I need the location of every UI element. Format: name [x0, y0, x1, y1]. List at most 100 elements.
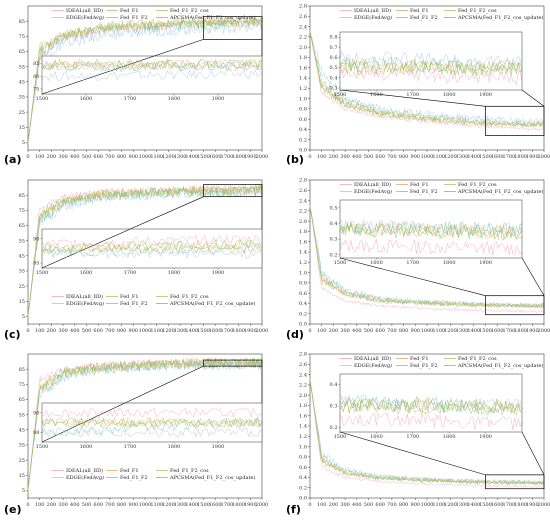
inset-y-tick-label: 0.5 [330, 205, 338, 211]
x-tick-label: 200 [47, 502, 57, 508]
y-tick-label: 2.0 [299, 393, 307, 399]
x-tick-label: 2000 [256, 502, 268, 508]
y-tick-label: 1.2 [299, 434, 307, 440]
series-line [309, 379, 545, 485]
legend-label: APCSMA(Fed_F1_F2_cos_update) [457, 362, 544, 369]
series-line [27, 357, 263, 490]
inset-series-line [41, 58, 263, 71]
legend-label: Fed_F1_F2 [410, 189, 438, 195]
x-tick-label: 1900 [244, 328, 257, 334]
y-tick-label: 0.6 [299, 291, 307, 297]
y-tick-label: 0.4 [299, 475, 307, 481]
series-line [309, 30, 545, 128]
x-tick-label: 900 [129, 154, 139, 160]
legend-label: Fed_F1 [120, 8, 139, 14]
x-tick-label: 1700 [221, 502, 234, 508]
x-tick-label: 400 [70, 328, 80, 334]
x-tick-label: 600 [93, 154, 103, 160]
legend-label: Fed_F1 [120, 468, 139, 474]
x-tick-label: 1800 [514, 154, 527, 160]
y-tick-label: 1.4 [299, 250, 307, 256]
x-tick-label: 700 [387, 154, 397, 160]
y-tick-label: 1.6 [299, 65, 307, 71]
x-tick-label: 1300 [456, 154, 469, 160]
x-tick-label: 1400 [467, 154, 480, 160]
legend-label: IDEAL(all_IID) [66, 467, 103, 474]
x-tick-label: 800 [117, 502, 127, 508]
x-tick-label: 2000 [538, 502, 550, 508]
y-tick-label: 0.8 [299, 281, 307, 287]
y-tick-label: 2.6 [299, 188, 307, 194]
x-tick-label: 100 [35, 328, 45, 334]
y-tick-label: 25 [19, 458, 25, 464]
series-line [309, 205, 545, 309]
y-tick-label: 2.4 [299, 372, 307, 378]
x-tick-label: 1500 [197, 154, 210, 160]
inset-x-tick-label: 1900 [479, 434, 492, 440]
series-line [27, 21, 263, 144]
x-tick-label: 2000 [538, 154, 550, 160]
inset-x-tick-label: 1500 [334, 260, 347, 266]
x-tick-label: 400 [352, 328, 362, 334]
legend-label: Fed_F1_F2_cos [458, 182, 497, 188]
x-tick-label: 1200 [162, 328, 175, 334]
inset-series-line [41, 247, 263, 259]
y-tick-label: 1.8 [299, 229, 307, 235]
y-tick-label: 55 [19, 238, 25, 244]
legend-label: EDGE(FedAvg) [66, 14, 104, 21]
inset-x-tick-label: 1900 [212, 270, 225, 276]
y-tick-label: 45 [19, 253, 25, 259]
y-tick-label: 85 [19, 367, 25, 373]
y-tick-label: 5 [22, 488, 25, 494]
y-tick-label: 1.8 [299, 55, 307, 61]
legend-label: APCSMA(Fed_F1_F2_cos_update) [169, 14, 256, 21]
zoom-connector [521, 89, 545, 107]
y-tick-label: 0.0 [299, 322, 307, 328]
x-tick-label: 1100 [150, 502, 163, 508]
x-tick-label: 1400 [467, 328, 480, 334]
y-tick-label: 2.4 [299, 198, 307, 204]
x-tick-label: 100 [317, 154, 327, 160]
x-tick-label: 900 [129, 502, 139, 508]
inset-series-line [41, 417, 263, 438]
inset-series-line [41, 239, 263, 254]
x-tick-label: 0 [26, 328, 29, 334]
x-tick-label: 500 [82, 502, 92, 508]
inset-x-tick-label: 1500 [36, 444, 49, 450]
x-tick-label: 1600 [209, 328, 222, 334]
x-tick-label: 1400 [185, 328, 198, 334]
zoom-region-box [485, 474, 545, 490]
inset-y-tick-label: 88 [33, 430, 39, 436]
y-tick-label: 25 [19, 110, 25, 116]
inset-x-tick-label: 1600 [370, 92, 383, 98]
x-tick-label: 500 [82, 154, 92, 160]
y-tick-label: 1.0 [299, 96, 307, 102]
series-line [309, 379, 544, 488]
x-tick-label: 100 [35, 154, 45, 160]
x-tick-label: 1100 [432, 154, 445, 160]
legend-label: EDGE(FedAvg) [354, 188, 392, 195]
y-tick-label: 25 [19, 284, 25, 290]
legend-label: Fed_F1_F2 [120, 475, 148, 481]
inset-y-tick-label: 0.4 [330, 75, 338, 81]
x-tick-label: 1300 [456, 502, 469, 508]
y-tick-label: 2.0 [299, 219, 307, 225]
y-tick-label: 1.0 [299, 270, 307, 276]
x-tick-label: 1700 [503, 502, 516, 508]
inset-x-tick-label: 1900 [479, 92, 492, 98]
legend-label: APCSMA(Fed_F1_F2_cos_update) [457, 14, 544, 21]
legend-label: Fed_F1 [410, 356, 429, 362]
x-tick-label: 1500 [197, 328, 210, 334]
chart-e: 0 100 200 300 400 500 600 700 800 900 100011001200… [19, 353, 268, 508]
legend-label: Fed_F1_F2_cos [458, 8, 497, 14]
series-line [309, 205, 545, 309]
inset-y-tick-label: 0.7 [330, 45, 338, 51]
x-tick-label: 0 [26, 502, 29, 508]
legend-label: Fed_F1_F2 [410, 15, 438, 21]
y-tick-label: 1.4 [299, 76, 307, 82]
series-line [309, 30, 545, 128]
x-tick-label: 1400 [185, 154, 198, 160]
y-tick-label: 55 [19, 64, 25, 70]
series-line [309, 31, 545, 131]
panel-b: 0 100 200 300 400 500 600 700 800 900 1000 1100 1200… [282, 0, 550, 170]
